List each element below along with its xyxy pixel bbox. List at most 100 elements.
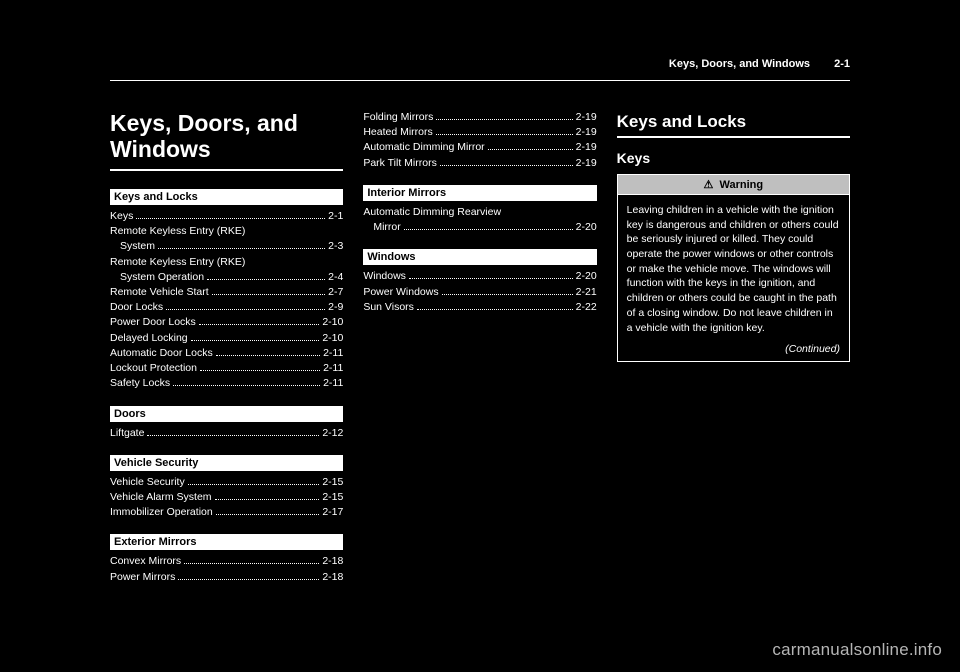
toc-label: Folding Mirrors (363, 110, 433, 125)
toc-entry: Sun Visors 2-22 (363, 300, 596, 315)
toc-entry: Remote Vehicle Start 2-7 (110, 285, 343, 300)
toc-entry: Automatic Dimming Rearview (363, 205, 596, 220)
toc-entry: Power Mirrors 2-18 (110, 570, 343, 585)
toc-page: 2-20 (576, 220, 597, 235)
toc-entry: Automatic Door Locks 2-11 (110, 346, 343, 361)
toc-label: Power Door Locks (110, 315, 196, 330)
toc-entry: System 2-3 (110, 239, 343, 254)
toc-label: Heated Mirrors (363, 125, 432, 140)
chapter-title: Keys, Doors, and Windows (110, 110, 343, 163)
watermark: carmanualsonline.info (772, 640, 942, 660)
toc-page: 2-7 (328, 285, 343, 300)
toc-label: Convex Mirrors (110, 554, 181, 569)
toc-page: 2-21 (576, 285, 597, 300)
toc-entry: Heated Mirrors 2-19 (363, 125, 596, 140)
toc-page: 2-10 (322, 331, 343, 346)
toc-page: 2-4 (328, 270, 343, 285)
toc-page: 2-18 (322, 554, 343, 569)
toc-page: 2-12 (322, 426, 343, 441)
toc-section-keys-and-locks: Keys and Locks (110, 189, 343, 205)
section-rule (617, 136, 850, 138)
toc-dots (173, 378, 320, 386)
toc-dots (488, 142, 573, 150)
toc-entry: Door Locks 2-9 (110, 300, 343, 315)
toc-page: 2-19 (576, 156, 597, 171)
toc-dots (166, 302, 325, 310)
toc-dots (409, 271, 573, 279)
toc-page: 2-18 (322, 570, 343, 585)
warning-body: Leaving children in a vehicle with the i… (618, 195, 849, 343)
toc-dots (440, 157, 573, 165)
toc-label: Power Windows (363, 285, 438, 300)
toc-section-interior-mirrors: Interior Mirrors (363, 185, 596, 201)
toc-entry: Lockout Protection 2-11 (110, 361, 343, 376)
toc-entry: Vehicle Security 2-15 (110, 475, 343, 490)
toc-entry: Convex Mirrors 2-18 (110, 554, 343, 569)
toc-entry: Automatic Dimming Mirror 2-19 (363, 140, 596, 155)
toc-entry: Folding Mirrors 2-19 (363, 110, 596, 125)
toc-page: 2-22 (576, 300, 597, 315)
column-1: Keys, Doors, and Windows Keys and Locks … (110, 110, 343, 585)
toc-label: Windows (363, 269, 406, 284)
toc-dots (216, 507, 320, 515)
toc-dots (184, 556, 319, 564)
toc-dots (417, 301, 573, 309)
toc-dots (188, 476, 320, 484)
toc-entry: Park Tilt Mirrors 2-19 (363, 156, 596, 171)
toc-label: Sun Visors (363, 300, 414, 315)
toc-entry: Safety Locks 2-11 (110, 376, 343, 391)
toc-dots (404, 222, 573, 230)
toc-label: Lockout Protection (110, 361, 197, 376)
toc-section-exterior-mirrors: Exterior Mirrors (110, 534, 343, 550)
toc-dots (200, 363, 320, 371)
toc-entry: Power Windows 2-21 (363, 285, 596, 300)
toc-dots (158, 241, 325, 249)
warning-header: ⚠ Warning (618, 175, 849, 195)
toc-page: 2-19 (576, 110, 597, 125)
toc-page: 2-11 (323, 361, 343, 376)
chapter-title-rule (110, 169, 343, 171)
toc-label: Liftgate (110, 426, 144, 441)
toc-label: Automatic Dimming Rearview (363, 205, 501, 220)
toc-section-doors: Doors (110, 406, 343, 422)
toc-dots (212, 287, 326, 295)
toc-page: 2-10 (322, 315, 343, 330)
header-page-number: 2-1 (834, 58, 850, 70)
toc-entry: Remote Keyless Entry (RKE) (110, 224, 343, 239)
toc-section-windows: Windows (363, 249, 596, 265)
toc-label: Door Locks (110, 300, 163, 315)
toc-dots (191, 332, 320, 340)
toc-entry: Windows 2-20 (363, 269, 596, 284)
section-heading-keys-and-locks: Keys and Locks (617, 112, 850, 132)
toc-entry: Mirror 2-20 (363, 220, 596, 235)
content-columns: Keys, Doors, and Windows Keys and Locks … (110, 110, 850, 585)
toc-label: Power Mirrors (110, 570, 175, 585)
toc-label: Automatic Door Locks (110, 346, 213, 361)
toc-page: 2-20 (576, 269, 597, 284)
toc-label: Safety Locks (110, 376, 170, 391)
warning-triangle-icon: ⚠ (704, 178, 714, 191)
toc-page: 2-9 (328, 300, 343, 315)
toc-label: Delayed Locking (110, 331, 188, 346)
toc-entry: System Operation 2-4 (110, 270, 343, 285)
toc-page: 2-19 (576, 125, 597, 140)
toc-label: Automatic Dimming Mirror (363, 140, 484, 155)
toc-entry: Keys 2-1 (110, 209, 343, 224)
warning-label: Warning (719, 179, 763, 191)
toc-label: Keys (110, 209, 133, 224)
toc-entry: Power Door Locks 2-10 (110, 315, 343, 330)
toc-page: 2-19 (576, 140, 597, 155)
toc-page: 2-17 (322, 505, 343, 520)
toc-label: System (120, 239, 155, 254)
toc-entry: Vehicle Alarm System 2-15 (110, 490, 343, 505)
toc-label: Remote Vehicle Start (110, 285, 209, 300)
toc-dots (207, 271, 325, 279)
toc-page: 2-11 (323, 376, 343, 391)
toc-page: 2-15 (322, 490, 343, 505)
toc-label: Vehicle Alarm System (110, 490, 212, 505)
toc-section-vehicle-security: Vehicle Security (110, 455, 343, 471)
toc-label: Vehicle Security (110, 475, 185, 490)
column-2: Folding Mirrors 2-19 Heated Mirrors 2-19… (363, 110, 596, 585)
toc-dots (442, 286, 573, 294)
toc-dots (147, 427, 319, 435)
